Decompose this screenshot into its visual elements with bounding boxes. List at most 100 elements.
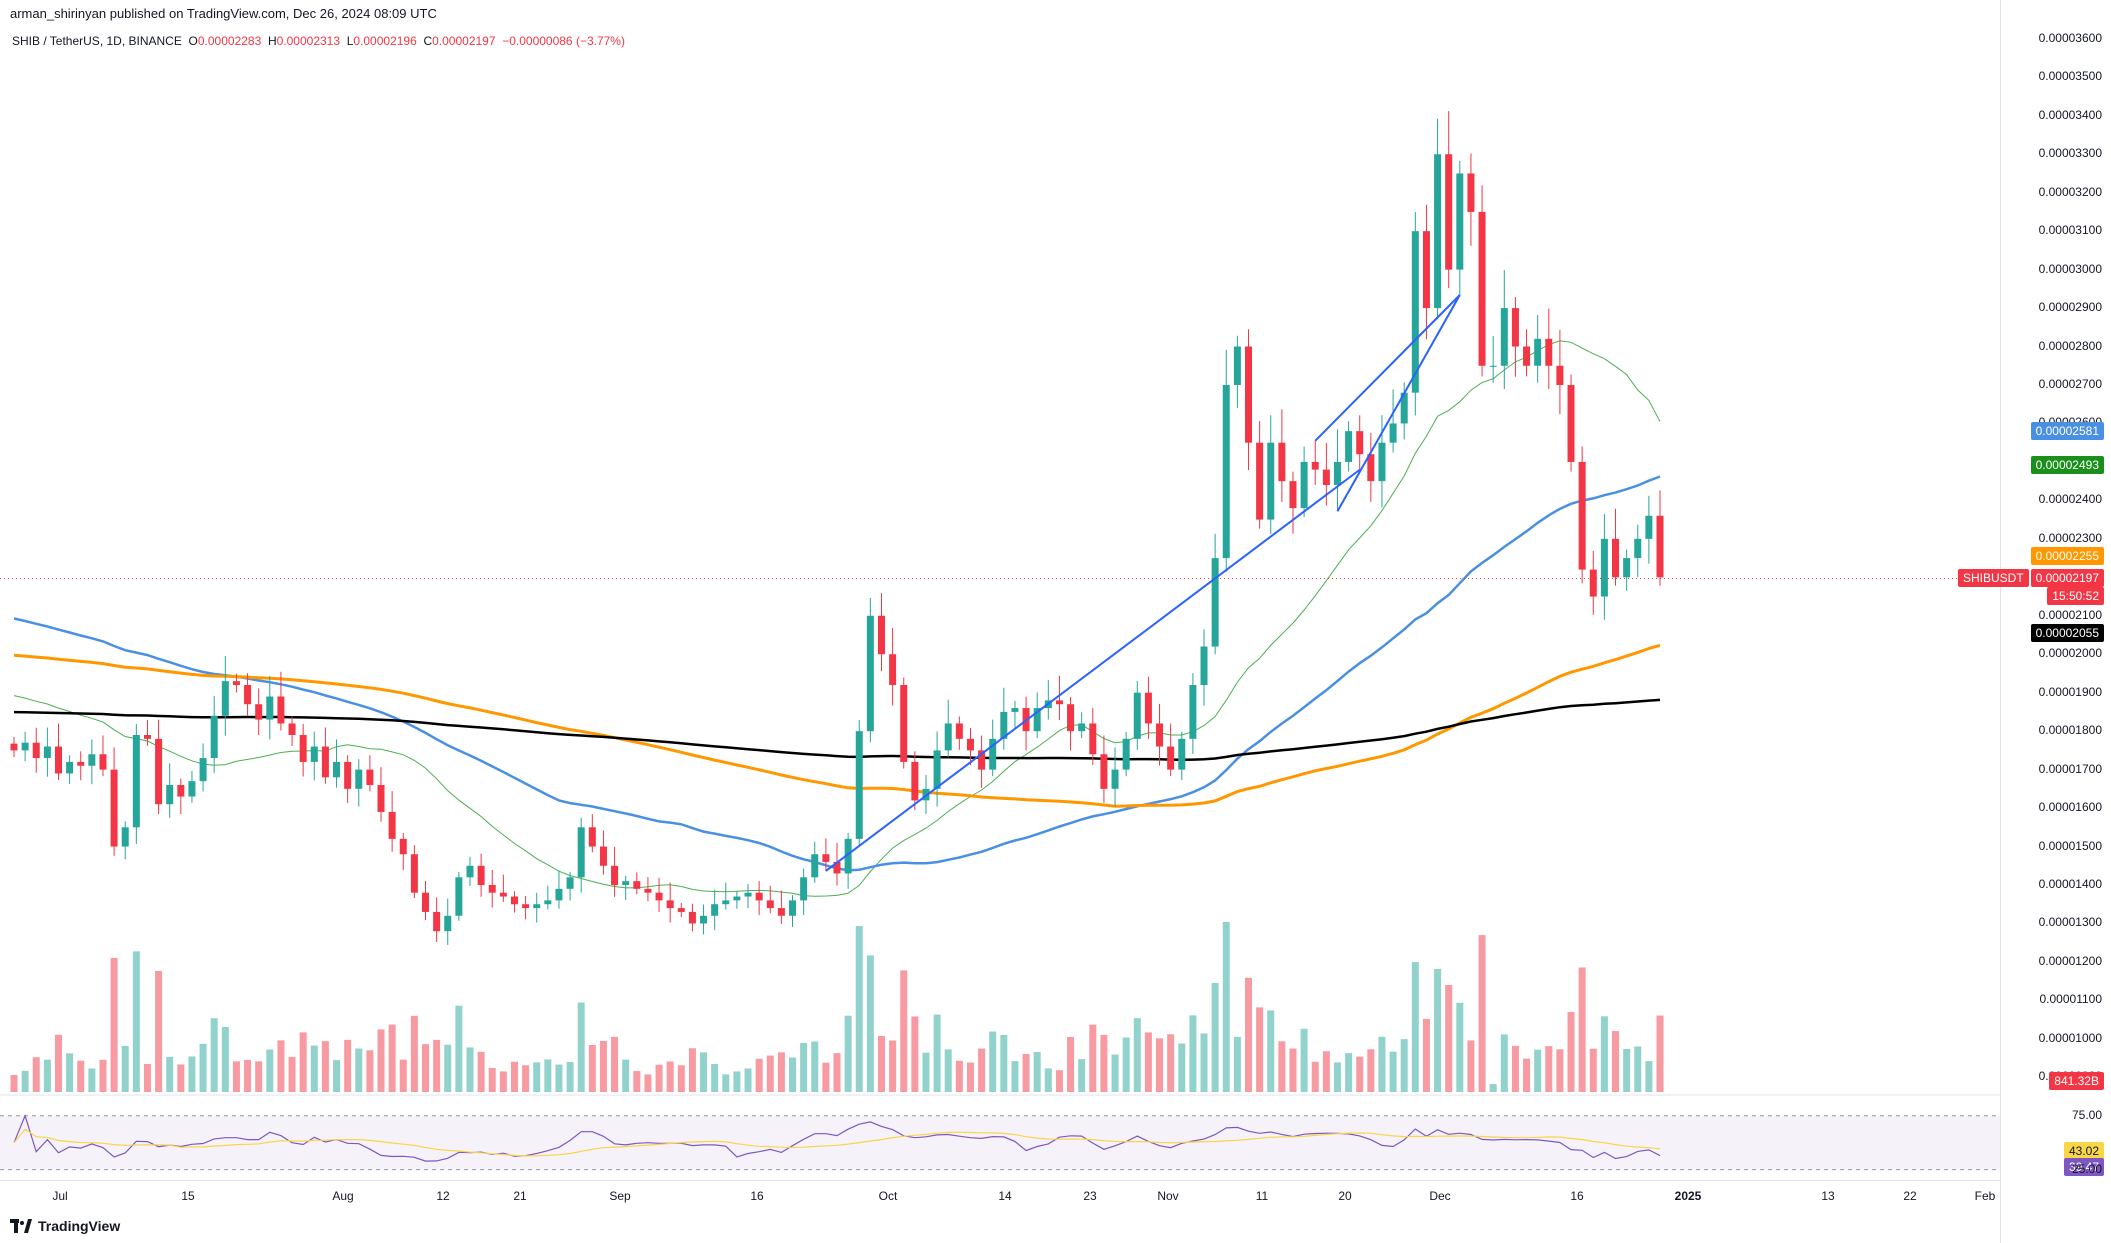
volume-bar	[577, 1002, 585, 1092]
time-tick-label: 14	[998, 1189, 1012, 1203]
volume-bar	[99, 1059, 107, 1092]
support-trendline	[825, 468, 1361, 872]
volume-bar	[889, 1040, 897, 1092]
volume-bar	[1612, 1031, 1620, 1092]
price-tick-label: 0.00002100	[2038, 607, 2102, 622]
volume-bar	[1345, 1053, 1353, 1092]
candle-body	[377, 785, 385, 812]
candle-body	[1089, 723, 1097, 755]
candle-body	[1445, 154, 1453, 270]
volume-bar	[1100, 1034, 1108, 1092]
price-chart[interactable]	[0, 0, 2000, 1180]
candle-body	[422, 892, 429, 912]
volume-bar	[1033, 1051, 1041, 1092]
legend-open: 0.00002283	[197, 34, 262, 48]
volume-bar	[644, 1074, 652, 1092]
candle-body	[1545, 338, 1553, 366]
volume-bar	[188, 1056, 196, 1092]
volume-bar	[1367, 1049, 1375, 1092]
candle-body	[766, 900, 774, 909]
candle-body	[1122, 738, 1130, 770]
candle-body	[877, 615, 885, 655]
volume-bar	[299, 1032, 307, 1092]
candle-body	[32, 742, 40, 759]
volume-bar	[433, 1039, 441, 1092]
volume-bar	[1245, 977, 1252, 1092]
candle-body	[833, 861, 841, 874]
volume-bar	[1178, 1043, 1186, 1092]
legend-o-label: O	[188, 34, 198, 48]
tradingview-brand[interactable]: TradingView	[10, 1218, 120, 1234]
candle-body	[1200, 646, 1208, 685]
rsi-band	[0, 1115, 2000, 1170]
volume-bar	[266, 1049, 274, 1092]
candle-body	[1434, 154, 1442, 309]
legend-low: 0.00002196	[353, 34, 417, 48]
candle-body	[944, 723, 952, 751]
volume-badge: 841.32B	[2049, 1072, 2104, 1090]
candle-body	[655, 892, 663, 901]
candle-body	[355, 769, 363, 789]
candle-body	[1345, 431, 1353, 462]
time-tick-label: 23	[1083, 1189, 1097, 1203]
price-axis[interactable]: 0.00003600 0.00003500 0.00003400 0.00003300…	[2000, 0, 2111, 1243]
volume-bar	[244, 1059, 252, 1092]
candle-body	[1189, 685, 1197, 739]
time-axis[interactable]: Jul 15 Aug 12 21 Sep 16 Oct 14 23 Nov 11 20 Dec 16 2025…	[0, 1180, 2000, 1211]
price-tick-label: 0.00001500	[2038, 838, 2102, 853]
volume-bar	[1489, 1084, 1497, 1092]
candle-body	[99, 754, 107, 770]
price-tick-label: 0.00003100	[2038, 223, 2102, 238]
volume-bar	[321, 1041, 329, 1092]
volume-bar	[966, 1062, 974, 1092]
time-tick-label: 20	[1338, 1189, 1352, 1203]
candle-body	[255, 704, 263, 720]
candle-body	[10, 743, 18, 751]
candle-body	[733, 896, 741, 901]
time-tick-label: 21	[513, 1189, 527, 1203]
volume-bar	[499, 1071, 507, 1092]
volume-bar	[1589, 1048, 1597, 1092]
candle-body	[700, 915, 708, 924]
countdown-badge: 15:50:52	[2047, 587, 2104, 606]
legend-h-label: H	[267, 34, 277, 48]
candle-body	[1333, 461, 1341, 485]
volume-bar	[1222, 922, 1230, 1092]
time-tick-label: 12	[436, 1189, 450, 1203]
volume-bar	[933, 1014, 941, 1092]
price-tick-label: 0.00002700	[2038, 377, 2102, 391]
candle-body	[499, 892, 507, 897]
volume-bar	[588, 1045, 596, 1092]
candle-body	[1634, 538, 1642, 559]
candle-body	[66, 761, 74, 774]
volume-bar	[1567, 1012, 1575, 1092]
candle-body	[88, 754, 96, 766]
candle-body	[555, 888, 563, 901]
volume-bar	[599, 1040, 607, 1092]
volume-bar	[1333, 1062, 1341, 1092]
volume-bar	[1167, 1034, 1175, 1092]
ma50-line	[13, 475, 1661, 872]
volume-bar	[88, 1068, 96, 1092]
volume-bar	[544, 1059, 552, 1092]
candle-body	[1556, 365, 1564, 385]
volume-bar	[733, 1071, 741, 1092]
candle-body	[1011, 708, 1019, 712]
volume-bar	[1267, 1010, 1275, 1092]
price-tick-label: 0.00003400	[2038, 107, 2102, 122]
ohlc-legend: SHIB / TetherUS, 1D, BINANCE O0.00002283…	[12, 34, 625, 48]
candle-body	[722, 900, 730, 905]
legend-symbol[interactable]: SHIB / TetherUS, 1D, BINANCE	[12, 34, 182, 48]
candle-body	[54, 746, 62, 774]
candle-body	[1400, 392, 1408, 424]
price-tick-label: 0.00003300	[2038, 146, 2102, 161]
rsi-upper-label: 75.00	[2071, 1107, 2102, 1122]
volume-bar	[1422, 1018, 1430, 1092]
volume-bar	[1445, 985, 1453, 1092]
volume-bar	[1534, 1049, 1542, 1092]
volume-bar	[1011, 1061, 1019, 1092]
volume-bar	[833, 1053, 841, 1092]
candle-body	[132, 735, 140, 828]
volume-bar	[1467, 1040, 1475, 1092]
volume-bar	[1022, 1054, 1030, 1092]
